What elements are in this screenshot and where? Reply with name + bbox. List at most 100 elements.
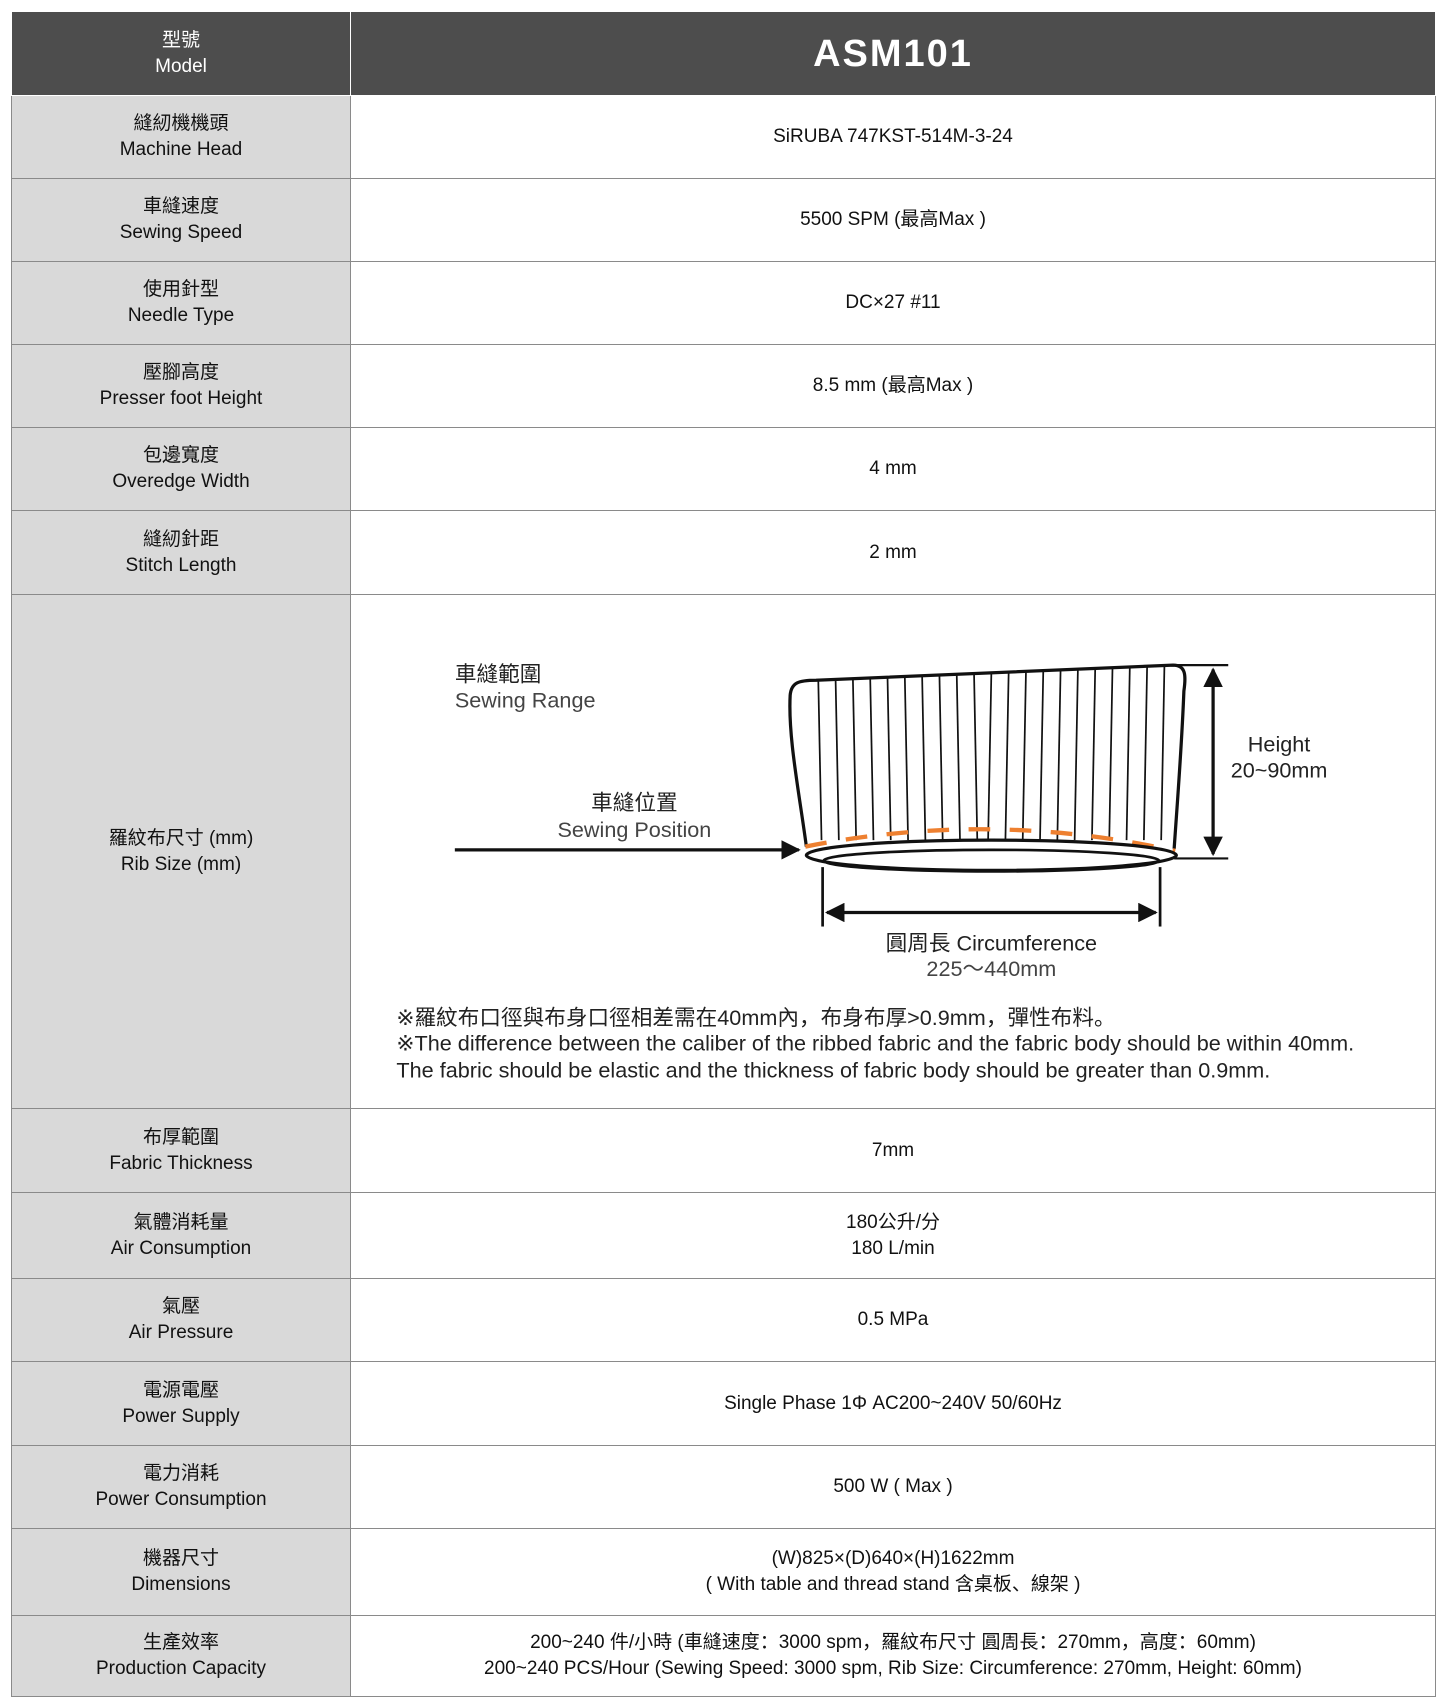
label-line: 電力消耗 <box>142 1463 219 1484</box>
model-name: ASM101 <box>813 32 973 75</box>
label-line: Production Capacity <box>95 1658 267 1679</box>
spec-row: 電力消耗 Power Consumption 500 W ( Max ) <box>11 1445 1436 1529</box>
header-label: 型號 Model <box>11 11 351 96</box>
stripe <box>1039 670 1045 840</box>
stripe <box>921 675 927 840</box>
label-line: Needle Type <box>127 305 235 326</box>
label-line: 生產效率 <box>142 1632 219 1653</box>
spec-value: DC×27 #11 <box>350 261 1436 345</box>
stripe <box>1056 669 1062 840</box>
label: Sewing Position <box>557 816 711 841</box>
spec-label: 電源電壓 Power Supply <box>11 1361 351 1446</box>
label: Sewing Range <box>455 687 596 712</box>
spec-label: 羅紋布尺寸 (mm) Rib Size (mm) <box>11 594 351 1109</box>
stripe <box>987 672 993 840</box>
spec-value: SiRUBA 747KST-514M-3-24 <box>350 95 1436 179</box>
value-line: Single Phase 1Φ AC200~240V 50/60Hz <box>724 1392 1062 1414</box>
value-line: 200~240 件/小時 (車縫速度：3000 spm，羅紋布尺寸 圓周長：27… <box>530 1632 1256 1653</box>
spec-value: 2 mm <box>350 510 1436 595</box>
label-line: Fabric Thickness <box>109 1152 253 1174</box>
stripe <box>973 673 979 840</box>
label-line: 縫紉機機頭 <box>133 113 229 134</box>
spec-value: 200~240 件/小時 (車縫速度：3000 spm，羅紋布尺寸 圓周長：27… <box>350 1615 1436 1697</box>
label: Height <box>1248 731 1311 756</box>
spec-label: 車縫速度 Sewing Speed <box>11 178 351 262</box>
stripe <box>1143 665 1148 840</box>
spec-row: 壓腳高度 Presser foot Height 8.5 mm (最高Max ) <box>11 344 1436 428</box>
stripe <box>1108 667 1114 840</box>
spec-value: 180公升/分 180 L/min <box>350 1192 1436 1279</box>
spec-row: 車縫速度 Sewing Speed 5500 SPM (最高Max ) <box>11 178 1436 262</box>
header-model: ASM101 <box>350 11 1436 96</box>
rim-inner <box>822 847 1161 873</box>
spec-value: 0.5 MPa <box>350 1278 1436 1362</box>
label-line: 車縫速度 <box>142 196 219 217</box>
label-line: 包邊寬度 <box>142 445 219 466</box>
value-line: 4 mm <box>869 458 917 479</box>
spec-label: 縫紉機機頭 Machine Head <box>11 95 351 179</box>
label-line: 機器尺寸 <box>142 1548 219 1569</box>
stripe <box>1021 670 1027 840</box>
spec-row: 機器尺寸 Dimensions (W)825×(D)640×(H)1622mm ( W… <box>11 1528 1436 1616</box>
spec-label: 生產效率 Production Capacity <box>11 1615 351 1697</box>
value-line: 200~240 PCS/Hour (Sewing Speed: 3000 spm… <box>484 1658 1302 1679</box>
spec-row: 縫紉機機頭 Machine Head SiRUBA 747KST-514M-3-24 <box>11 95 1436 179</box>
value-line: 180公升/分 <box>846 1211 940 1233</box>
fabric-outline <box>788 663 1187 849</box>
spec-value: 500 W ( Max ) <box>350 1445 1436 1529</box>
label-line: 電源電壓 <box>142 1379 219 1401</box>
label-line: Air Consumption <box>110 1237 252 1259</box>
value-line: 180 L/min <box>851 1237 935 1259</box>
spec-label: 電力消耗 Power Consumption <box>11 1445 351 1529</box>
value-line: 0.5 MPa <box>857 1309 929 1330</box>
stripe <box>886 676 892 840</box>
spec-value: 車縫範圍 Sewing Range 車縫位置 Sewing Position Heigh… <box>350 594 1436 1109</box>
label-line: Stitch Length <box>125 554 237 576</box>
spec-value: 7mm <box>350 1108 1436 1193</box>
label-line: 羅紋布尺寸 (mm) <box>108 827 254 849</box>
label-line: Rib Size (mm) <box>120 853 242 875</box>
stripe <box>1091 667 1097 840</box>
spec-value: 8.5 mm (最高Max ) <box>350 344 1436 428</box>
stripe <box>1125 666 1131 840</box>
stripe <box>834 678 840 840</box>
spec-row: 電源電壓 Power Supply Single Phase 1Φ AC200~24… <box>11 1361 1436 1446</box>
value-line: ( With table and thread stand 含桌板、線架 ) <box>705 1574 1081 1595</box>
label-line: 壓腳高度 <box>142 362 219 383</box>
stripe <box>955 673 961 840</box>
label-line: Overedge Width <box>112 471 250 492</box>
stripe <box>869 677 875 840</box>
label-line: Air Pressure <box>128 1322 234 1343</box>
label: 225～440mm <box>926 956 1056 981</box>
spec-table: 型號 Model ASM101 縫紉機機頭 Machine Head SiRUBA 747… <box>11 11 1436 1697</box>
label: 車縫位置 <box>591 789 677 814</box>
spec-label: 氣壓 Air Pressure <box>11 1278 351 1362</box>
spec-label: 布厚範圍 Fabric Thickness <box>11 1108 351 1193</box>
spec-label: 壓腳高度 Presser foot Height <box>11 344 351 428</box>
label: 車縫範圍 <box>455 661 541 686</box>
label-line: Power Consumption <box>95 1489 267 1510</box>
sewing-line <box>804 826 1176 853</box>
spec-value: (W)825×(D)640×(H)1622mm ( With table and … <box>350 1528 1436 1616</box>
note: The fabric should be elastic and the thi… <box>396 1057 1270 1082</box>
spec-row: 使用針型 Needle Type DC×27 #11 <box>11 261 1436 345</box>
spec-value: 4 mm <box>350 427 1436 511</box>
label-line: Dimensions <box>131 1574 231 1595</box>
spec-label: 氣體消耗量 Air Consumption <box>11 1192 351 1279</box>
spec-row: 生產效率 Production Capacity 200~240 件/小時 (車縫速… <box>11 1615 1436 1697</box>
note: ※羅紋布口徑與布身口徑相差需在40mm內，布身布厚>0.9mm，彈性布料。 <box>396 1004 1115 1029</box>
label-line: 型號 <box>161 29 200 51</box>
spec-label: 使用針型 Needle Type <box>11 261 351 345</box>
label-line: Model <box>155 55 207 77</box>
label-line: 縫紉針距 <box>142 528 219 550</box>
value-line: DC×27 #11 <box>845 292 941 313</box>
value-line: (W)825×(D)640×(H)1622mm <box>771 1548 1015 1569</box>
header-row: 型號 Model ASM101 <box>11 11 1436 96</box>
stripe <box>1160 664 1166 840</box>
stripe <box>817 679 823 840</box>
stripe <box>1073 668 1079 840</box>
spec-value: 5500 SPM (最高Max ) <box>350 178 1436 262</box>
stripe <box>903 675 909 840</box>
value-line: 5500 SPM (最高Max ) <box>800 209 986 230</box>
